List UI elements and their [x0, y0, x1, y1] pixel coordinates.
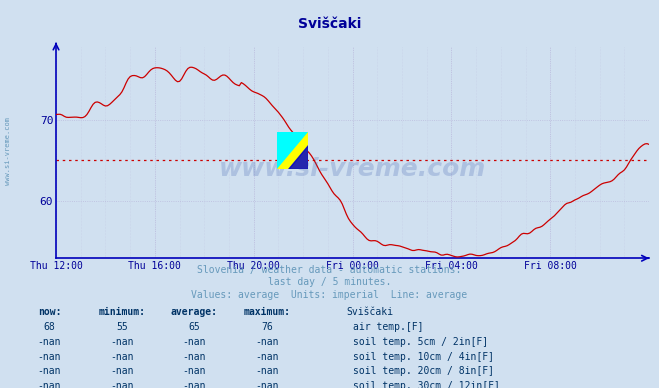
- Polygon shape: [288, 145, 308, 169]
- Text: Sviščaki: Sviščaki: [346, 307, 393, 317]
- Text: 76: 76: [261, 322, 273, 332]
- Text: soil temp. 10cm / 4in[F]: soil temp. 10cm / 4in[F]: [353, 352, 494, 362]
- Text: -nan: -nan: [38, 366, 61, 376]
- Text: -nan: -nan: [183, 352, 206, 362]
- Text: -nan: -nan: [38, 337, 61, 347]
- Text: -nan: -nan: [255, 337, 279, 347]
- Text: soil temp. 30cm / 12in[F]: soil temp. 30cm / 12in[F]: [353, 381, 500, 388]
- Text: -nan: -nan: [183, 337, 206, 347]
- Text: minimum:: minimum:: [98, 307, 146, 317]
- Text: Sviščaki: Sviščaki: [298, 17, 361, 31]
- Text: -nan: -nan: [110, 366, 134, 376]
- Text: 68: 68: [43, 322, 55, 332]
- Text: www.si-vreme.com: www.si-vreme.com: [219, 157, 486, 181]
- Text: Values: average  Units: imperial  Line: average: Values: average Units: imperial Line: av…: [191, 290, 468, 300]
- Text: air temp.[F]: air temp.[F]: [353, 322, 423, 332]
- Text: -nan: -nan: [110, 381, 134, 388]
- Polygon shape: [277, 132, 308, 169]
- Text: -nan: -nan: [38, 381, 61, 388]
- Text: 65: 65: [188, 322, 200, 332]
- Text: -nan: -nan: [255, 352, 279, 362]
- Text: -nan: -nan: [183, 381, 206, 388]
- Text: Slovenia / weather data - automatic stations.: Slovenia / weather data - automatic stat…: [197, 265, 462, 275]
- Text: soil temp. 20cm / 8in[F]: soil temp. 20cm / 8in[F]: [353, 366, 494, 376]
- Text: 55: 55: [116, 322, 128, 332]
- Text: soil temp. 5cm / 2in[F]: soil temp. 5cm / 2in[F]: [353, 337, 488, 347]
- Text: -nan: -nan: [110, 352, 134, 362]
- Text: -nan: -nan: [255, 366, 279, 376]
- Text: now:: now:: [38, 307, 61, 317]
- Text: www.si-vreme.com: www.si-vreme.com: [5, 117, 11, 185]
- Text: -nan: -nan: [183, 366, 206, 376]
- Text: last day / 5 minutes.: last day / 5 minutes.: [268, 277, 391, 288]
- Text: -nan: -nan: [255, 381, 279, 388]
- Text: maximum:: maximum:: [243, 307, 291, 317]
- Text: -nan: -nan: [110, 337, 134, 347]
- Text: average:: average:: [171, 307, 218, 317]
- Text: -nan: -nan: [38, 352, 61, 362]
- Polygon shape: [277, 132, 308, 169]
